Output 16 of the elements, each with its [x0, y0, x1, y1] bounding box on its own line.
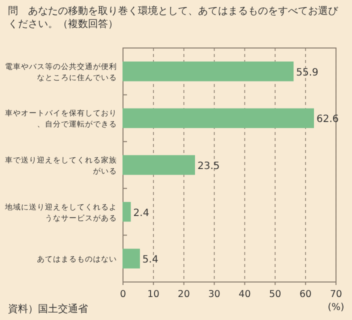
xtick: 60	[300, 289, 312, 300]
xtick: 40	[238, 289, 251, 300]
annotation: 資料）国土交通省	[8, 304, 88, 315]
data-label: 55.9	[296, 67, 318, 78]
xtick: 70	[330, 289, 342, 300]
data-label: 5.4	[142, 254, 158, 266]
data-label: 62.6	[316, 114, 339, 126]
xtick: 20	[178, 289, 190, 300]
xtick: 30	[208, 289, 220, 300]
data-label: 2.4	[133, 208, 150, 219]
xtick: 50	[269, 289, 282, 300]
title: 問 あなたの移動を取り巻く環境として、あてはまるものをすべてお選びください。（複数回答）	[8, 6, 338, 30]
xtick: 0	[120, 289, 126, 300]
data-label: 23.5	[198, 161, 220, 172]
xlabel: (%)	[328, 302, 344, 313]
xtick: 10	[147, 289, 160, 300]
